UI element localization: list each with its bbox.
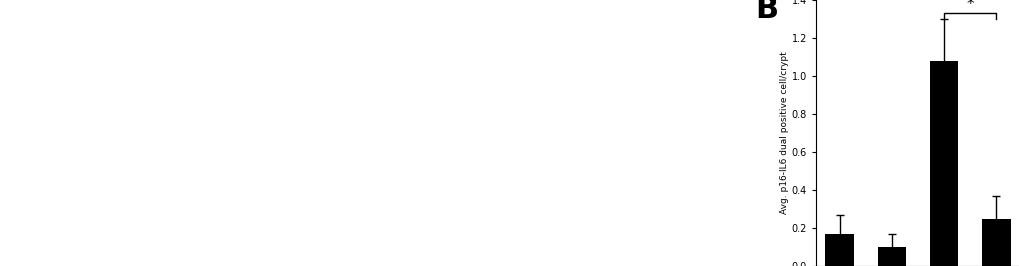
Y-axis label: Avg. p16-IL6 dual positive cell/crypt: Avg. p16-IL6 dual positive cell/crypt xyxy=(780,52,788,214)
Bar xyxy=(981,218,1010,266)
Text: B: B xyxy=(754,0,777,24)
Bar xyxy=(824,234,853,266)
Text: *: * xyxy=(965,0,973,12)
Bar xyxy=(929,61,958,266)
Bar xyxy=(876,247,905,266)
